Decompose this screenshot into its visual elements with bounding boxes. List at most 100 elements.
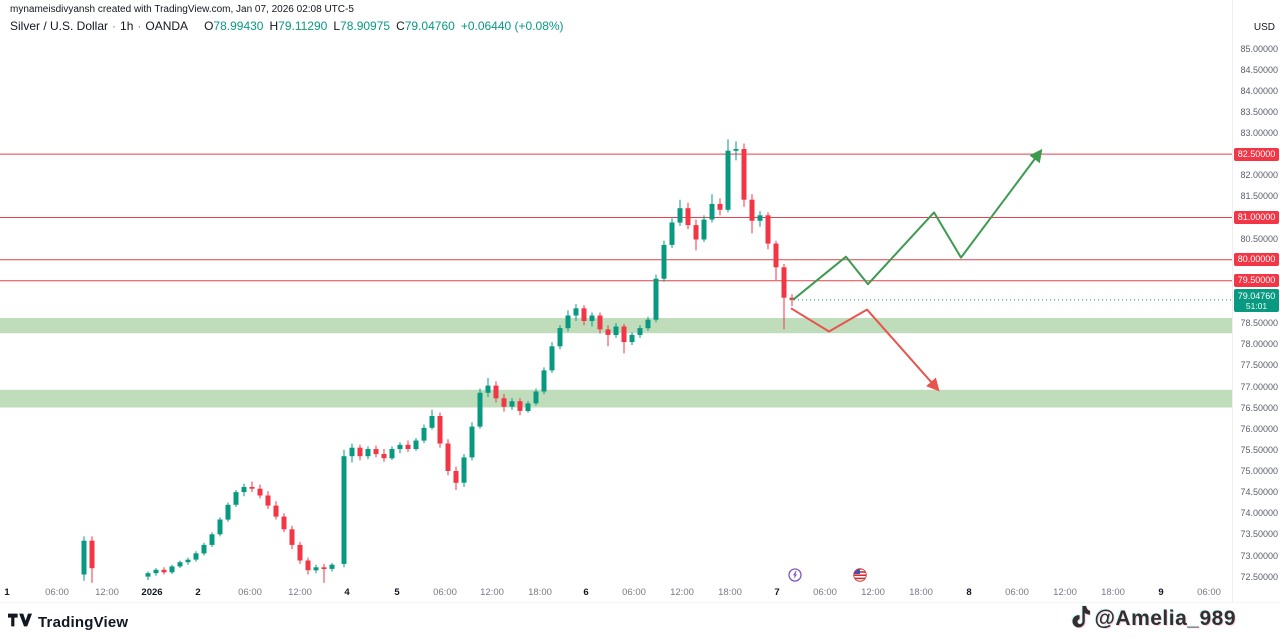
us-flag-event-icon[interactable] <box>853 568 867 582</box>
candle-body <box>501 398 507 407</box>
candle-body <box>669 222 675 245</box>
candle-body <box>493 385 499 399</box>
time-tick: 18:00 <box>718 587 742 598</box>
candle-body <box>341 456 347 564</box>
candle-body <box>517 401 523 411</box>
candle-body <box>257 488 263 496</box>
candle-body <box>297 544 303 561</box>
candle-body <box>629 334 635 343</box>
price-tick: 72.50000 <box>1240 571 1278 582</box>
candle-body <box>613 326 619 335</box>
price-tick: 75.00000 <box>1240 466 1278 476</box>
support-zone[interactable] <box>0 389 1232 408</box>
watermark-text: @Amelia_989 <box>1094 607 1236 630</box>
time-tick: 5 <box>394 587 400 598</box>
candle-body <box>645 319 651 329</box>
price-tick: 75.50000 <box>1240 444 1278 455</box>
candle-body <box>373 449 379 455</box>
watermark: @Amelia_989 <box>1071 605 1236 633</box>
currency-label: USD <box>1253 22 1275 33</box>
price-tick: 76.50000 <box>1240 402 1278 413</box>
candle-body <box>621 326 627 343</box>
candle-body <box>509 401 515 407</box>
candle-body <box>709 203 715 220</box>
chart-legend: Silver / U.S. Dollar · 1h · OANDA O78.99430 H7… <box>10 19 564 33</box>
candle-body <box>653 278 659 320</box>
candle-body <box>477 392 483 427</box>
price-tick: 85.00000 <box>1240 43 1278 54</box>
legend-separator: · <box>137 19 142 33</box>
time-tick: 06:00 <box>238 587 262 598</box>
candle-body <box>413 440 419 449</box>
time-tick: 12:00 <box>95 587 119 598</box>
line-price-badge: 82.50000 <box>1234 147 1279 161</box>
candle-body <box>605 329 611 335</box>
price-tick: 78.00000 <box>1240 339 1278 350</box>
line-price-badge: 79.50000 <box>1234 274 1279 288</box>
candle-body <box>329 564 335 569</box>
time-tick: 2026 <box>141 587 163 598</box>
price-chart-canvas[interactable] <box>0 0 1232 602</box>
price-tick: 83.50000 <box>1240 106 1278 117</box>
candle-body <box>461 457 467 483</box>
time-tick: 06:00 <box>622 587 646 598</box>
candle-body <box>757 215 763 221</box>
tradingview-logo-icon <box>8 612 32 633</box>
price-tick: 84.50000 <box>1240 64 1278 75</box>
candle-body <box>281 516 287 530</box>
candle-body <box>177 562 183 567</box>
time-tick: 12:00 <box>861 587 885 598</box>
symbol-title[interactable]: Silver / U.S. Dollar <box>10 19 109 33</box>
price-tick: 78.50000 <box>1240 318 1278 329</box>
price-tick: 77.00000 <box>1240 381 1278 392</box>
time-tick: 8 <box>966 587 972 598</box>
candle-body <box>389 449 395 459</box>
candle-body <box>693 225 699 240</box>
price-axis[interactable]: USD 85.00000 84.50000 84.00000 83.50000 83.0… <box>1232 0 1280 602</box>
open-value: 78.99430 <box>213 19 264 33</box>
candle-body <box>249 487 255 489</box>
price-tick: 73.00000 <box>1240 550 1278 561</box>
price-tick: 74.00000 <box>1240 508 1278 519</box>
footer-bar: TradingView @Amelia_989 <box>0 602 1280 639</box>
time-axis[interactable]: 1 06:00 12:00 2026 2 06:00 12:00 4 5 06:00 12:00 18… <box>0 584 1232 602</box>
candle-body <box>217 519 223 535</box>
candle-body <box>193 553 199 560</box>
candle-body <box>565 315 571 329</box>
ohlc-values: O78.99430 H79.11290 L78.90975 C79.04760 +0.0… <box>198 19 563 33</box>
candle-body <box>365 449 371 457</box>
candle-body <box>573 308 579 316</box>
candle-body <box>781 267 787 298</box>
time-tick: 06:00 <box>813 587 837 598</box>
time-tick: 12:00 <box>1053 587 1077 598</box>
candle-body <box>533 391 539 404</box>
price-tick: 77.50000 <box>1240 360 1278 371</box>
candle-body <box>677 208 683 223</box>
candle-body <box>185 559 191 563</box>
bullish-trend-arrow[interactable] <box>792 148 1043 301</box>
bearish-trend-arrow[interactable] <box>790 307 940 392</box>
candle-body <box>81 540 87 575</box>
time-tick: 7 <box>774 587 780 598</box>
candle-body <box>145 573 151 577</box>
candle-body <box>305 560 311 571</box>
candle-body <box>153 569 159 574</box>
candle-body <box>397 444 403 449</box>
candle-body <box>201 544 207 554</box>
candle-body <box>233 492 239 505</box>
candle-body <box>273 505 279 517</box>
candle-body <box>349 447 355 457</box>
lightning-event-icon[interactable] <box>788 568 802 582</box>
last-price-value: 79.04760 <box>1237 290 1276 301</box>
snapshot-attribution: mynameisdivyansh created with TradingVie… <box>10 4 354 15</box>
time-tick: 1 <box>4 587 10 598</box>
candle-body <box>161 569 167 573</box>
tradingview-logo[interactable]: TradingView <box>8 612 128 633</box>
time-tick: 4 <box>344 587 350 598</box>
open-label: O <box>204 19 214 33</box>
time-tick: 2 <box>195 587 201 598</box>
interval-label[interactable]: 1h <box>120 19 134 33</box>
change-value: +0.06440 (+0.08%) <box>460 19 564 33</box>
candle-body <box>733 149 739 151</box>
